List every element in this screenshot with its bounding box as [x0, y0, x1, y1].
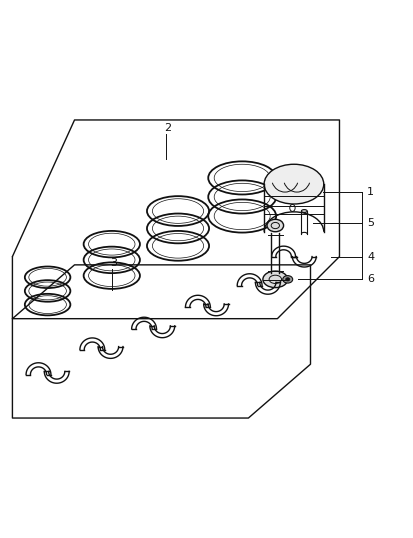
- Ellipse shape: [262, 271, 287, 288]
- Text: 6: 6: [366, 274, 373, 285]
- Text: 3: 3: [110, 258, 117, 268]
- Text: 1: 1: [366, 187, 373, 197]
- Ellipse shape: [282, 275, 292, 283]
- Ellipse shape: [285, 278, 289, 281]
- Ellipse shape: [266, 220, 283, 232]
- Text: 4: 4: [366, 252, 373, 261]
- Ellipse shape: [263, 164, 323, 204]
- Text: 5: 5: [366, 218, 373, 229]
- Ellipse shape: [301, 210, 306, 213]
- Text: 2: 2: [164, 123, 171, 133]
